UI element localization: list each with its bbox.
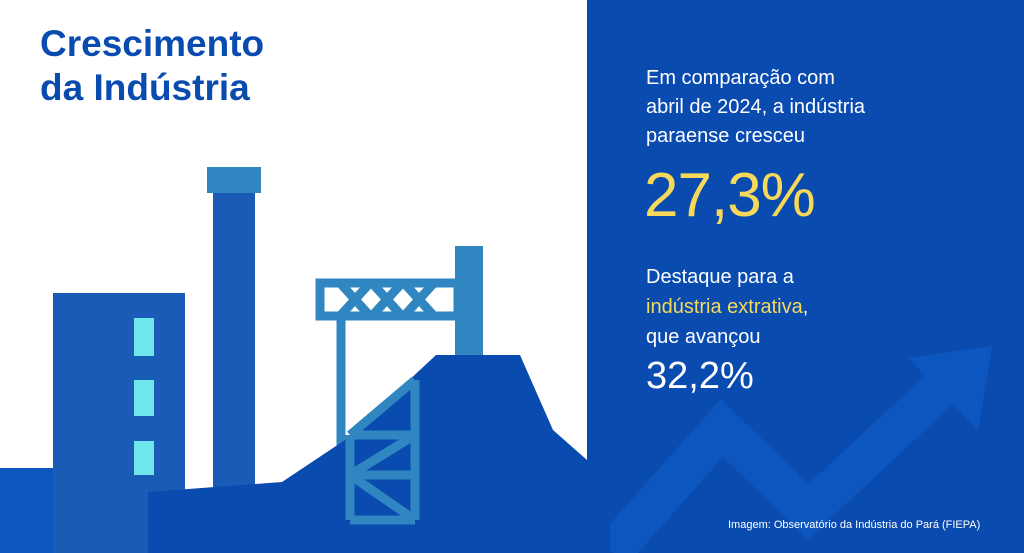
growth-arrow-icon: [597, 346, 992, 553]
highlight-line-2: indústria extrativa,: [646, 292, 966, 322]
page-title: Crescimento da Indústria: [40, 22, 264, 110]
window: [134, 380, 154, 416]
image-credit: Imagem: Observatório da Indústria do Par…: [728, 519, 981, 531]
title-line-2: da Indústria: [40, 67, 250, 108]
intro-line-3: paraense cresceu: [646, 125, 805, 147]
right-panel: [587, 0, 1024, 553]
intro-line-1: Em comparação com: [646, 67, 835, 89]
title-line-1: Crescimento: [40, 23, 265, 64]
growth-extractive-value: 32,2%: [646, 355, 754, 397]
highlight-line-1: Destaque para a: [646, 266, 794, 288]
intro-text: Em comparação com abril de 2024, a indús…: [646, 64, 946, 151]
mining-mound: [148, 355, 610, 553]
small-chimney: [455, 246, 483, 368]
lattice-tower: [345, 376, 420, 525]
highlight-comma: ,: [802, 296, 809, 318]
intro-line-2: abril de 2024, a indústria: [646, 96, 866, 118]
window: [134, 441, 154, 475]
growth-total-value: 27,3%: [644, 161, 816, 230]
highlight-accent: indústria extrativa: [646, 296, 803, 318]
highlight-line-3: que avançou: [646, 326, 761, 348]
highlight-text: Destaque para a indústria extrativa, que…: [646, 262, 966, 352]
window: [134, 318, 154, 356]
